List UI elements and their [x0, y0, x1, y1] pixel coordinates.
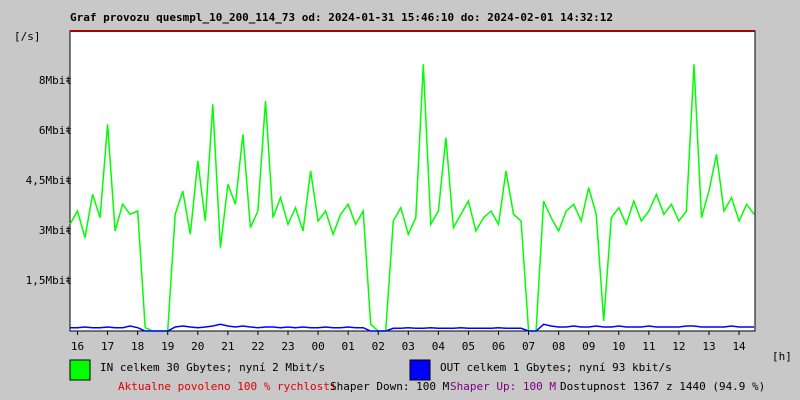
x-tick-label: 20 — [191, 340, 204, 353]
x-tick-label: 14 — [732, 340, 746, 353]
legend-label: OUT celkem 1 Gbytes; nyní 93 kbit/s — [440, 361, 672, 374]
x-tick-label: 08 — [552, 340, 565, 353]
x-tick-label: 06 — [492, 340, 505, 353]
x-tick-label: 13 — [702, 340, 715, 353]
y-axis-label: [/s] — [14, 30, 41, 43]
x-tick-label: 16 — [71, 340, 84, 353]
y-tick-label: 1,5Mbit — [26, 274, 72, 287]
series-line — [69, 64, 755, 332]
series-line — [70, 323, 755, 332]
x-tick-label: 01 — [342, 340, 355, 353]
x-tick-label: 04 — [432, 340, 446, 353]
x-tick-label: 05 — [462, 340, 475, 353]
y-tick-label: 8Mbit — [39, 74, 72, 87]
x-tick-label: 23 — [281, 340, 294, 353]
legend-swatch — [409, 359, 431, 381]
y-tick-label: 3Mbit — [39, 224, 72, 237]
y-tick-label: 6Mbit — [39, 124, 72, 137]
legend-label: IN celkem 30 Gbytes; nyní 2 Mbit/s — [100, 361, 325, 374]
x-tick-label: 07 — [522, 340, 535, 353]
plot-area — [69, 30, 756, 332]
status-text: Aktualne povoleno 100 % rychlosti — [118, 380, 337, 393]
x-tick-label: 19 — [161, 340, 174, 353]
x-tick-label: 11 — [642, 340, 655, 353]
status-text: Shaper Down: 100 M — [330, 380, 450, 393]
x-tick-label: 03 — [402, 340, 415, 353]
x-tick-label: 12 — [672, 340, 685, 353]
chart-title: Graf provozu quesmpl_10_200_114_73 od: 2… — [70, 11, 613, 24]
x-tick-label: 18 — [131, 340, 144, 353]
x-tick-label: 00 — [311, 340, 324, 353]
x-tick-label: 09 — [582, 340, 595, 353]
x-tick-label: 21 — [221, 340, 234, 353]
legend-swatch — [69, 359, 91, 381]
x-tick-label: 22 — [251, 340, 264, 353]
x-axis-label: [h] — [772, 350, 792, 363]
x-tick-label: 17 — [101, 340, 114, 353]
x-tick-label: 10 — [612, 340, 625, 353]
status-text: Shaper Up: 100 M — [450, 380, 556, 393]
y-tick-label: 4,5Mbit — [26, 174, 72, 187]
marks — [69, 64, 755, 332]
status-text: Dostupnost 1367 z 1440 (94.9 %) — [560, 380, 765, 393]
x-tick-label: 02 — [372, 340, 385, 353]
